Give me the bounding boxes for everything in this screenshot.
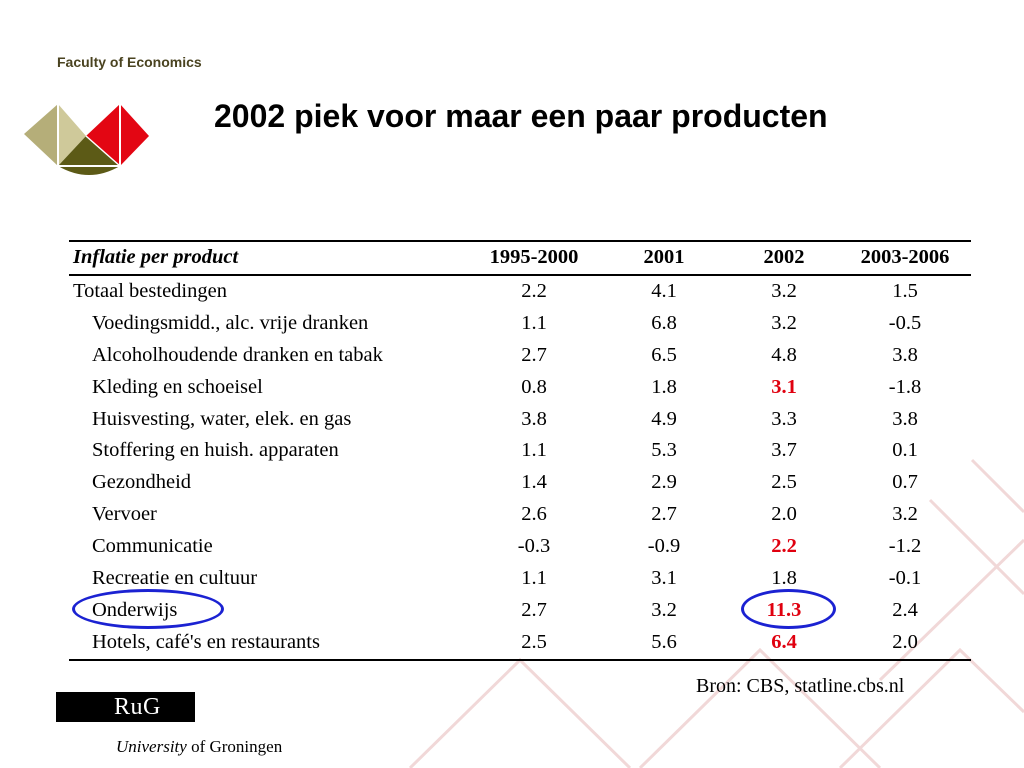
row-label: Huisvesting, water, elek. en gas [92, 407, 352, 430]
table-row: Communicatie -0.3 -0.9 2.2 -1.2 [69, 531, 971, 563]
value-cell: 3.7 [771, 439, 797, 462]
value-cell: 2.5 [771, 471, 797, 494]
value-cell: 2.4 [892, 598, 918, 621]
value-cell: 2.2 [771, 535, 797, 558]
rug-logo: RuG [56, 692, 195, 722]
value-cell: 2.7 [521, 598, 547, 621]
value-cell: -0.5 [888, 311, 922, 334]
value-cell: 5.3 [651, 439, 677, 462]
university-rest: of Groningen [186, 737, 283, 756]
value-cell: 3.8 [521, 407, 547, 430]
faculty-label: Faculty of Economics [57, 54, 202, 70]
slide-title: 2002 piek voor maar een paar producten [214, 98, 828, 134]
faculty-logo [24, 104, 149, 175]
value-cell: 2.0 [771, 503, 797, 526]
value-circle [741, 589, 836, 629]
column-header: 2002 [763, 246, 805, 268]
table-row: Stoffering en huish. apparaten 1.1 5.3 3.7 0… [69, 435, 971, 467]
table-header-row: Inflatie per product 1995-2000 2001 2002… [69, 241, 971, 275]
value-cell: 1.5 [892, 279, 918, 302]
row-label: Vervoer [92, 503, 157, 526]
column-header: 1995-2000 [489, 246, 579, 268]
value-cell: 1.1 [521, 567, 547, 590]
column-header: Inflatie per product [73, 246, 239, 268]
source-note: Bron: CBS, statline.cbs.nl [696, 675, 905, 697]
value-cell: 4.8 [771, 343, 797, 366]
value-cell: 3.2 [651, 598, 677, 621]
value-cell: 1.1 [521, 439, 547, 462]
value-cell: 6.4 [771, 630, 797, 653]
row-label: Stoffering en huish. apparaten [92, 439, 339, 462]
value-cell: 1.1 [521, 311, 547, 334]
value-cell: 2.7 [521, 343, 547, 366]
column-header: 2001 [643, 246, 685, 268]
value-cell: 3.2 [892, 503, 918, 526]
value-cell: 3.2 [771, 311, 797, 334]
row-label: Alcoholhoudende dranken en tabak [92, 343, 383, 366]
value-cell: 3.2 [771, 279, 797, 302]
value-cell: -1.8 [888, 375, 922, 398]
value-cell: -0.9 [647, 535, 681, 558]
value-cell: 0.8 [521, 375, 547, 398]
value-cell: 1.8 [651, 375, 677, 398]
value-cell: 0.1 [892, 439, 918, 462]
value-cell: -0.3 [517, 535, 551, 558]
value-cell: -0.1 [888, 567, 922, 590]
value-cell: 3.1 [771, 375, 797, 398]
university-name: University of Groningen [116, 737, 282, 757]
university-word: University [116, 737, 187, 756]
value-cell: 2.9 [651, 471, 677, 494]
table-body: Totaal bestedingen 2.2 4.1 3.2 1.5 Voedingsmi… [69, 275, 971, 660]
row-label: Totaal bestedingen [73, 279, 227, 302]
value-cell: 1.4 [521, 471, 547, 494]
table-row: Vervoer 2.6 2.7 2.0 3.2 [69, 499, 971, 531]
table-row: Kleding en schoeisel 0.8 1.8 3.1 -1.8 [69, 372, 971, 404]
value-cell: 6.8 [651, 311, 677, 334]
onderwijs-circle [72, 589, 224, 629]
table-row: Hotels, café's en restaurants 2.5 5.6 6.4 2.… [69, 627, 971, 660]
value-cell: 3.8 [892, 343, 918, 366]
rug-logo-text: RuG [114, 694, 161, 720]
value-cell: 6.5 [651, 343, 677, 366]
value-cell: 4.9 [651, 407, 677, 430]
table-row: Voedingsmidd., alc. vrije dranken 1.1 6.8 3… [69, 308, 971, 340]
table-row: Recreatie en cultuur 1.1 3.1 1.8 -0.1 [69, 563, 971, 595]
row-label: Gezondheid [92, 471, 192, 494]
column-header: 2003-2006 [860, 246, 950, 268]
row-label: Recreatie en cultuur [92, 567, 258, 590]
table-row: Totaal bestedingen 2.2 4.1 3.2 1.5 [69, 275, 971, 308]
row-label: Kleding en schoeisel [92, 375, 263, 398]
inflation-table: Inflatie per product 1995-2000 2001 2002… [69, 240, 971, 661]
value-cell: 2.5 [521, 630, 547, 653]
value-cell: 3.3 [771, 407, 797, 430]
table-row: Alcoholhoudende dranken en tabak 2.7 6.5 4.… [69, 340, 971, 372]
value-cell: 3.1 [651, 567, 677, 590]
value-cell: 2.2 [521, 279, 547, 302]
value-cell: 5.6 [651, 630, 677, 653]
row-label: Hotels, café's en restaurants [92, 630, 320, 653]
value-cell: 2.6 [521, 503, 547, 526]
value-cell: 2.7 [651, 503, 677, 526]
value-cell: 0.7 [892, 471, 918, 494]
value-cell: 1.8 [771, 567, 797, 590]
value-cell: 2.0 [892, 630, 918, 653]
row-label: Voedingsmidd., alc. vrije dranken [92, 311, 369, 334]
value-cell: 3.8 [892, 407, 918, 430]
value-cell: 4.1 [651, 279, 677, 302]
table-row: Huisvesting, water, elek. en gas 3.8 4.9 3.… [69, 404, 971, 436]
table-row: Gezondheid 1.4 2.9 2.5 0.7 [69, 467, 971, 499]
value-cell: -1.2 [888, 535, 922, 558]
row-label: Communicatie [92, 535, 213, 558]
